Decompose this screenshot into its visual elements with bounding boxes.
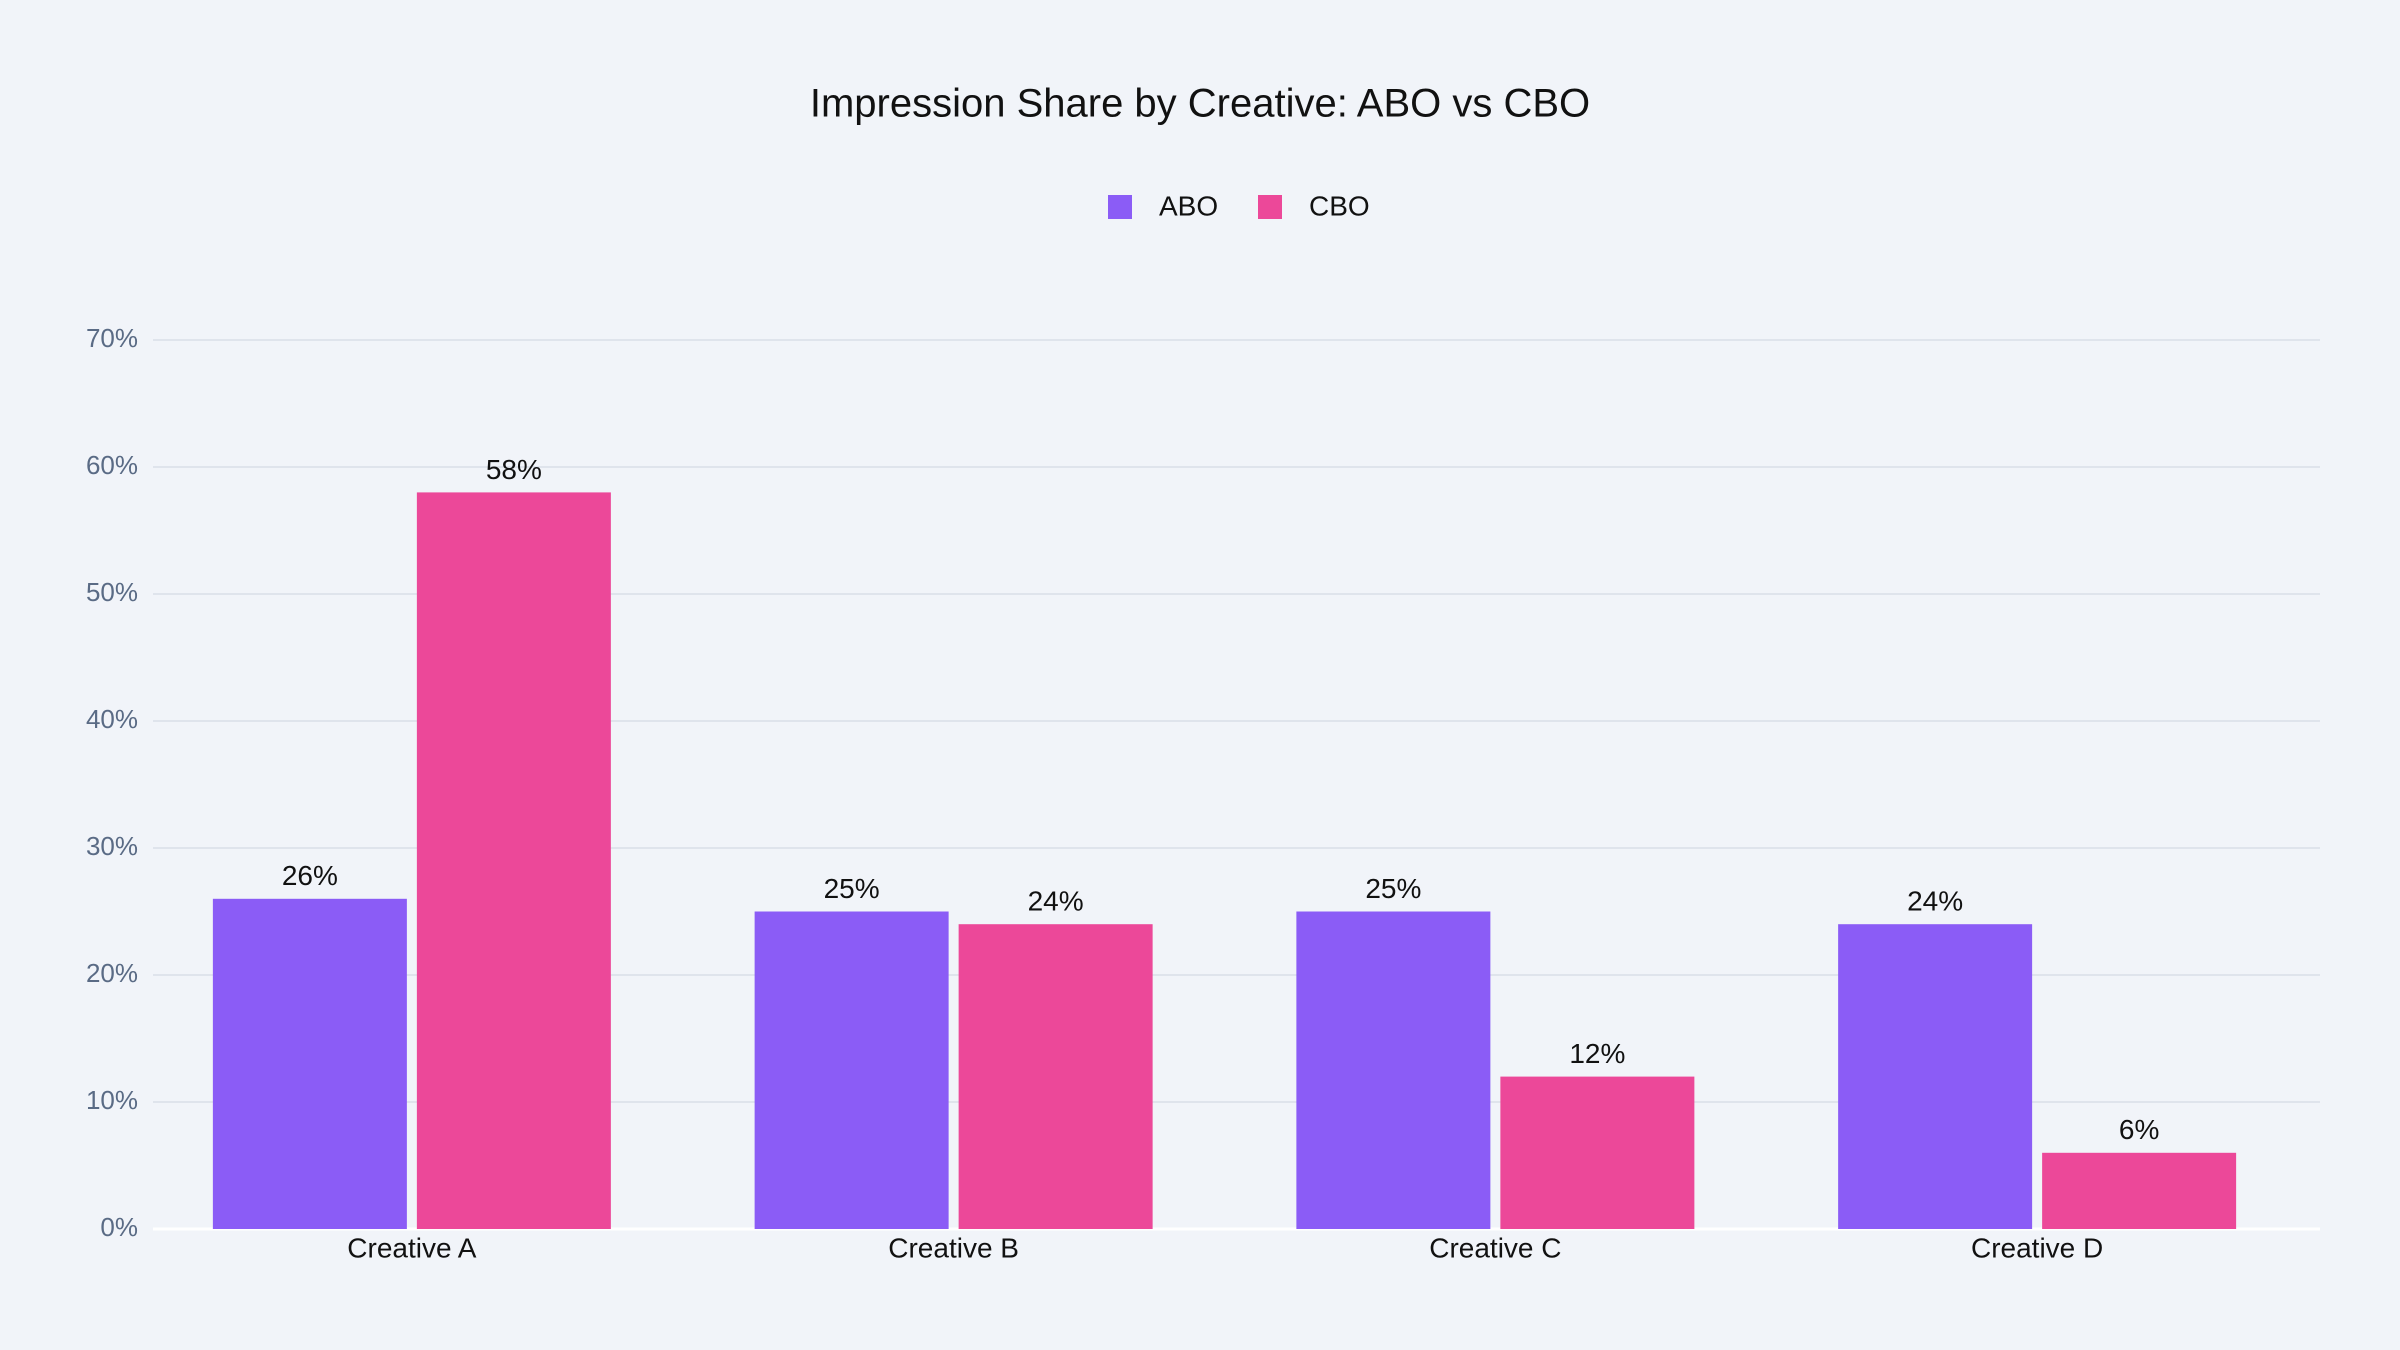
x-tick-label: Creative C [1429,1232,1561,1263]
value-label: 26% [282,860,338,891]
y-tick-label: 60% [86,450,138,480]
y-tick-label: 0% [100,1212,138,1242]
bar [1838,924,2033,1229]
value-label: 6% [2119,1114,2159,1145]
value-label: 58% [486,454,542,485]
value-label: 24% [1028,886,1084,917]
value-label: 25% [1365,873,1421,904]
x-tick-label: Creative D [1971,1232,2103,1263]
y-tick-label: 30% [86,831,138,861]
value-label: 12% [1569,1038,1625,1069]
legend-swatch [1108,195,1132,219]
bar [2042,1152,2237,1229]
value-label: 25% [824,873,880,904]
legend-swatch [1258,195,1282,219]
bar [416,492,611,1229]
y-tick-label: 20% [86,958,138,988]
bar [1296,911,1491,1229]
y-tick-label: 70% [86,323,138,353]
bar [754,911,949,1229]
x-tick-label: Creative B [888,1232,1019,1263]
bar [958,924,1153,1229]
x-tick-label: Creative A [347,1232,476,1263]
bar [212,898,407,1229]
legend-label: ABO [1159,190,1218,221]
y-tick-label: 50% [86,577,138,607]
value-label: 24% [1907,886,1963,917]
chart-title: Impression Share by Creative: ABO vs CBO [810,82,1590,126]
bar [1500,1076,1695,1229]
y-tick-label: 40% [86,704,138,734]
legend-label: CBO [1309,190,1370,221]
y-tick-label: 10% [86,1085,138,1115]
